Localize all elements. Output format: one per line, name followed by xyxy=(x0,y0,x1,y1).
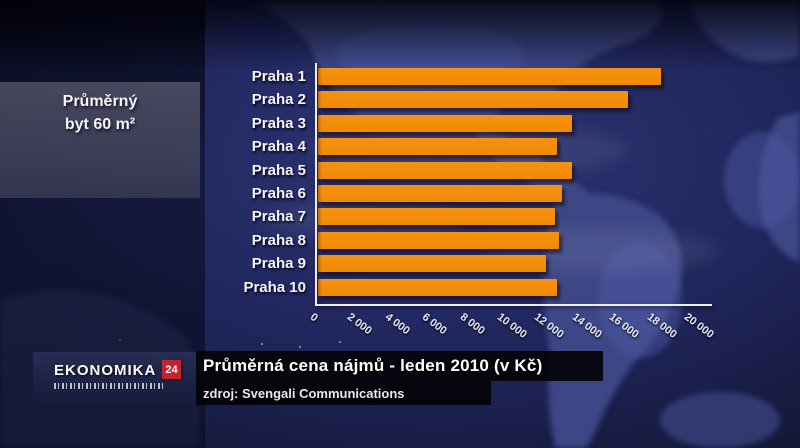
category-label-3: Praha 3 xyxy=(251,114,306,132)
x-tick-0: 0 xyxy=(307,311,320,325)
info-panel: Průměrný byt 60 m² xyxy=(0,82,200,198)
x-tick-5: 10 000 xyxy=(494,311,529,341)
barcode-strip xyxy=(54,383,166,389)
x-tick-1: 2 000 xyxy=(345,311,375,338)
info-panel-line2: byt 60 m² xyxy=(64,116,136,133)
channel-name: EKONOMIKA xyxy=(54,362,157,379)
bar-praha-10 xyxy=(318,278,557,296)
category-label-7: Praha 7 xyxy=(251,208,306,226)
bar-praha-6 xyxy=(318,185,562,202)
bar-praha-3 xyxy=(318,114,572,132)
x-tick-4: 8 000 xyxy=(457,311,487,338)
category-label-10: Praha 10 xyxy=(243,278,306,296)
bar-praha-8 xyxy=(318,231,559,249)
bar-praha-5 xyxy=(318,161,572,179)
x-tick-3: 6 000 xyxy=(419,311,450,338)
category-label-1: Praha 1 xyxy=(251,68,306,85)
bar-praha-4 xyxy=(318,138,557,156)
headline-bar: Průměrná cena nájmů - leden 2010 (v Kč) xyxy=(196,351,603,381)
x-tick-7: 14 000 xyxy=(569,311,604,341)
x-axis-line xyxy=(315,304,712,306)
channel-bug: EKONOMIKA 24 xyxy=(33,352,196,408)
bar-praha-1 xyxy=(318,68,661,85)
x-tick-10: 20 000 xyxy=(681,311,716,341)
source-text: zdroj: Svengali Communications xyxy=(203,385,405,401)
x-tick-6: 12 000 xyxy=(532,311,567,341)
category-label-6: Praha 6 xyxy=(251,185,306,202)
ct24-logo-icon: 24 xyxy=(162,360,181,379)
category-label-2: Praha 2 xyxy=(251,91,306,109)
headline-title: Průměrná cena nájmů - leden 2010 (v Kč) xyxy=(203,356,543,375)
info-panel-line1: Průměrný xyxy=(62,93,138,110)
y-axis-line xyxy=(315,63,317,306)
category-label-4: Praha 4 xyxy=(251,138,306,156)
bar-praha-9 xyxy=(318,255,546,273)
x-tick-9: 18 000 xyxy=(644,311,679,341)
source-bar: zdroj: Svengali Communications xyxy=(196,381,491,405)
category-label-8: Praha 8 xyxy=(251,231,306,249)
top-vignette xyxy=(0,0,800,70)
x-tick-8: 16 000 xyxy=(606,311,642,341)
bar-praha-7 xyxy=(318,208,555,226)
category-label-5: Praha 5 xyxy=(251,161,306,179)
x-tick-2: 4 000 xyxy=(382,311,412,338)
bar-praha-2 xyxy=(318,91,628,109)
category-label-9: Praha 9 xyxy=(251,255,306,273)
